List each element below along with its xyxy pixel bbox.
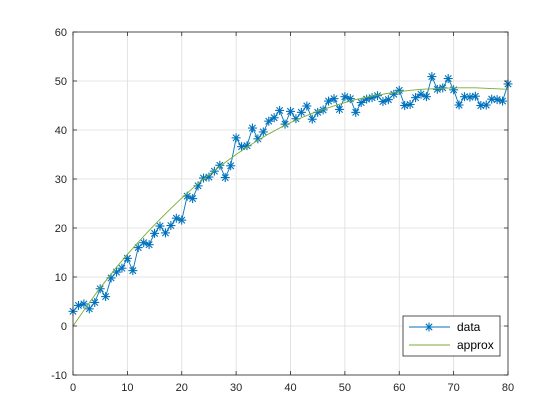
data-point-marker xyxy=(394,85,404,95)
data-point-marker xyxy=(286,106,295,116)
legend-box xyxy=(402,315,501,357)
data-point-marker xyxy=(242,141,252,151)
data-point-marker xyxy=(275,105,285,115)
data-point-marker xyxy=(307,114,317,124)
data-point-marker xyxy=(90,297,100,307)
data-point-marker xyxy=(155,221,165,231)
x-tick-label: 10 xyxy=(121,382,133,394)
x-tick-label: 30 xyxy=(230,382,242,394)
data-point-marker xyxy=(128,266,138,276)
data-point-marker xyxy=(465,92,475,102)
x-tick-label: 20 xyxy=(176,382,188,394)
data-point-marker xyxy=(73,300,83,310)
data-point-marker xyxy=(150,228,160,238)
data-point-marker xyxy=(438,83,448,93)
data-point-marker xyxy=(237,142,247,152)
data-point-marker xyxy=(258,127,268,137)
x-tick-label: 0 xyxy=(70,382,76,394)
y-tick-label: -10 xyxy=(51,370,67,382)
data-point-marker xyxy=(302,101,312,111)
data-point-marker xyxy=(470,91,480,101)
legend-marker xyxy=(424,322,434,332)
y-tick-labels: -10 0 10 20 30 40 50 60 xyxy=(51,27,67,382)
data-point-marker xyxy=(329,94,339,104)
legend-label-data: data xyxy=(457,320,481,334)
x-tick-label: 70 xyxy=(448,382,460,394)
data-point-marker xyxy=(188,194,198,204)
data-point-marker xyxy=(220,173,230,183)
data-point-marker xyxy=(177,215,187,225)
y-tick-label: 30 xyxy=(55,174,67,186)
data-point-marker xyxy=(117,263,127,273)
data-point-marker xyxy=(356,98,366,108)
data-point-marker xyxy=(166,221,176,231)
data-point-marker xyxy=(101,292,111,302)
legend: data approx xyxy=(402,315,501,357)
ticks xyxy=(72,31,509,376)
data-point-marker xyxy=(264,116,274,126)
data-point-marker xyxy=(492,95,502,105)
y-tick-label: 20 xyxy=(55,223,67,235)
data-point-marker xyxy=(389,89,399,99)
data-point-marker xyxy=(481,100,491,110)
data-point-marker xyxy=(79,299,89,309)
x-tick-label: 50 xyxy=(339,382,351,394)
data-point-marker xyxy=(498,96,508,106)
x-tick-labels: 0 10 20 30 40 50 60 70 80 xyxy=(70,382,514,394)
legend-label-approx: approx xyxy=(457,338,494,352)
y-tick-label: 50 xyxy=(55,76,67,88)
data-point-marker xyxy=(296,107,306,117)
data-point-marker xyxy=(269,113,279,123)
y-tick-label: 60 xyxy=(55,27,67,39)
data-point-marker xyxy=(443,74,453,84)
data-point-marker xyxy=(334,104,344,114)
data-point-marker xyxy=(160,228,170,238)
data-point-marker xyxy=(432,84,442,94)
data-point-marker xyxy=(253,134,263,144)
x-tick-label: 40 xyxy=(284,382,296,394)
data-point-marker xyxy=(351,107,361,117)
data-point-marker xyxy=(215,160,225,170)
data-point-marker xyxy=(427,72,437,82)
data-point-marker xyxy=(247,123,257,133)
x-tick-label: 80 xyxy=(502,382,514,394)
series-line-approx xyxy=(72,87,509,327)
data-point-marker xyxy=(144,240,154,250)
data-point-marker xyxy=(421,92,431,102)
data-point-marker xyxy=(112,267,121,277)
data-point-marker xyxy=(454,100,464,110)
data-point-marker xyxy=(318,105,328,115)
y-tick-label: 0 xyxy=(61,321,67,333)
data-point-marker xyxy=(383,95,393,105)
data-point-marker xyxy=(411,93,421,103)
x-tick-label: 60 xyxy=(393,382,405,394)
data-point-marker xyxy=(199,173,208,183)
data-point-marker xyxy=(449,85,459,95)
y-tick-label: 10 xyxy=(55,272,67,284)
data-point-marker xyxy=(405,100,415,110)
data-point-marker xyxy=(226,161,236,171)
data-point-marker xyxy=(400,101,410,110)
data-point-marker xyxy=(231,133,241,143)
data-point-marker xyxy=(84,304,94,314)
y-tick-label: 40 xyxy=(55,125,67,137)
